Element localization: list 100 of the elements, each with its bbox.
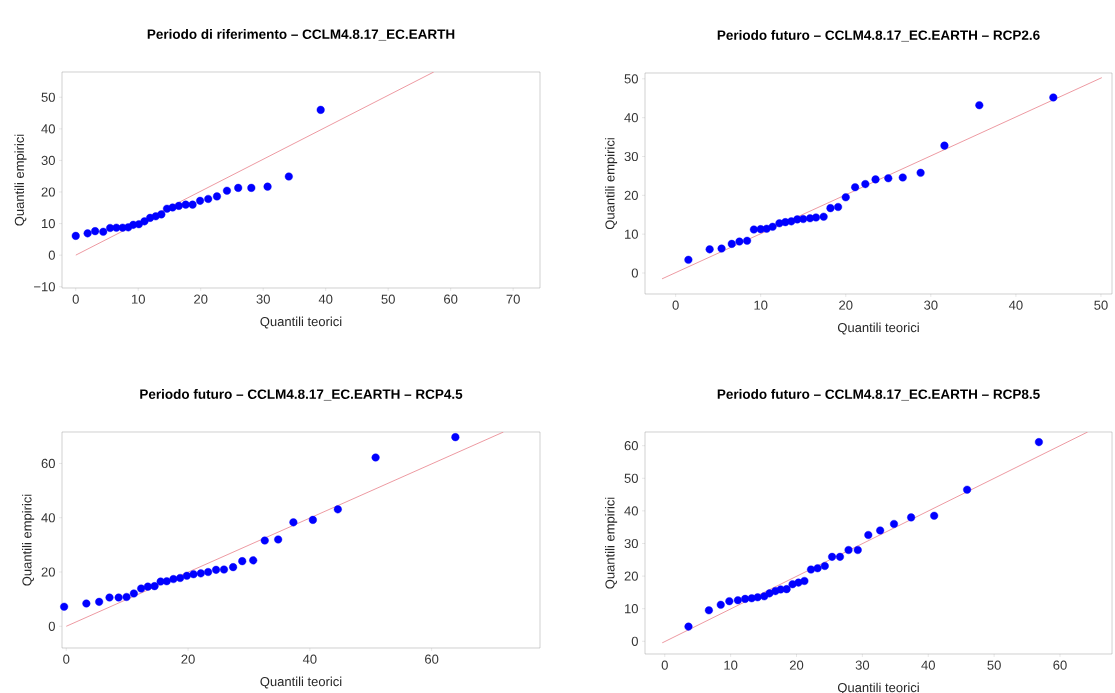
point <box>204 568 213 577</box>
y-tick-label: 30 <box>41 155 55 166</box>
point <box>684 622 693 631</box>
y-tick-label: 50 <box>624 473 638 483</box>
point <box>204 194 213 203</box>
point <box>212 192 221 201</box>
y-axis-title: Quantili empirici <box>605 138 618 230</box>
point <box>234 183 243 192</box>
point <box>876 526 885 535</box>
x-tick-label: 30 <box>924 300 938 310</box>
y-tick-label: 0 <box>631 268 638 278</box>
chart-title: Periodo futuro – CCLM4.8.17_EC.EARTH – RCP8.5 <box>717 389 1040 401</box>
point <box>820 561 829 570</box>
point <box>284 172 293 181</box>
point <box>813 564 822 573</box>
point <box>122 592 131 601</box>
x-tick-label: 20 <box>194 294 208 304</box>
point <box>129 589 138 598</box>
point <box>963 485 972 494</box>
point <box>811 213 820 222</box>
point <box>716 600 725 609</box>
point <box>95 597 104 606</box>
point <box>684 255 693 264</box>
y-tick-label: 10 <box>625 229 638 239</box>
point <box>181 200 190 209</box>
point <box>371 453 380 462</box>
point <box>1049 93 1058 102</box>
chart-title: Periodo di riferimento – CCLM4.8.17_EC.EARTH <box>147 29 455 41</box>
point <box>861 180 870 189</box>
y-tick-label: 40 <box>624 506 638 516</box>
y-tick-label: 20 <box>624 571 638 581</box>
point <box>114 593 123 602</box>
point <box>176 573 185 582</box>
y-tick-label: 40 <box>41 513 55 523</box>
y-tick-label: 30 <box>624 151 638 162</box>
point <box>841 193 850 202</box>
y-tick-label: 20 <box>41 187 55 197</box>
point <box>289 518 298 527</box>
point <box>800 576 809 585</box>
point <box>60 602 69 611</box>
point <box>174 201 183 210</box>
point <box>940 141 949 150</box>
point <box>782 585 791 594</box>
y-tick-label: 0 <box>631 636 638 646</box>
x-axis-title: Quantili teorici <box>260 676 342 689</box>
y-tick-label: 60 <box>41 458 55 469</box>
point <box>799 215 808 224</box>
x-tick-label: 10 <box>131 294 145 304</box>
point <box>717 244 726 253</box>
x-tick-label: 0 <box>63 654 70 664</box>
point <box>705 245 714 254</box>
point <box>169 575 178 584</box>
y-axis-title: Quantili empirici <box>605 497 618 589</box>
point <box>828 552 837 561</box>
point <box>83 229 92 238</box>
point <box>819 212 828 221</box>
point <box>727 239 736 248</box>
point <box>975 101 984 110</box>
y-tick-label: −10 <box>34 282 55 292</box>
point <box>853 546 862 555</box>
point <box>451 433 460 442</box>
point <box>196 569 205 578</box>
y-axis-title: Quantili empirici <box>14 134 27 226</box>
point <box>826 204 835 213</box>
point <box>229 563 238 572</box>
point <box>704 606 713 615</box>
x-tick-label: 20 <box>789 660 804 670</box>
point <box>150 582 159 591</box>
point <box>743 236 752 245</box>
x-tick-label: 40 <box>302 654 317 664</box>
x-tick-label: 40 <box>1008 300 1023 310</box>
point <box>260 536 269 545</box>
y-tick-label: 20 <box>41 567 55 577</box>
point <box>188 200 197 209</box>
point <box>884 174 893 183</box>
x-tick-label: 60 <box>444 294 458 304</box>
x-axis-title: Quantili teorici <box>837 322 919 335</box>
x-tick-label: 60 <box>1053 660 1067 670</box>
point <box>247 183 256 192</box>
point <box>316 105 325 114</box>
y-tick-label: 50 <box>41 92 55 102</box>
y-axis-title: Quantili empirici <box>22 494 35 586</box>
point <box>735 237 744 246</box>
point <box>157 210 166 219</box>
point <box>219 565 228 574</box>
y-tick-label: 40 <box>41 124 55 134</box>
point <box>222 186 231 195</box>
x-tick-label: 0 <box>672 300 679 310</box>
point <box>898 173 907 182</box>
point <box>864 531 873 540</box>
x-tick-label: 30 <box>855 660 870 670</box>
x-tick-label: 50 <box>381 294 395 304</box>
x-tick-label: 0 <box>72 294 79 304</box>
point <box>137 584 146 593</box>
x-tick-label: 50 <box>987 660 1001 670</box>
point <box>333 505 342 514</box>
x-tick-label: 20 <box>839 300 853 310</box>
point <box>1034 438 1043 447</box>
x-tick-label: 10 <box>754 300 768 310</box>
point <box>263 182 272 191</box>
